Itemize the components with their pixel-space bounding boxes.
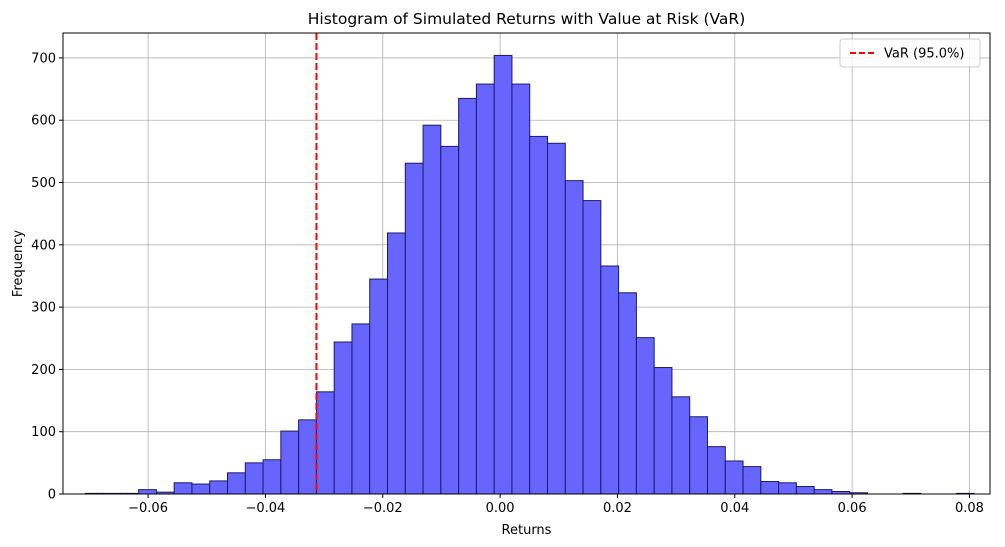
- x-tick-label: 0.00: [486, 501, 515, 516]
- x-axis-title: Returns: [502, 523, 552, 538]
- histogram-bar: [387, 232, 406, 495]
- y-tick-label: 200: [31, 363, 56, 378]
- x-tick-label: 0.04: [720, 501, 749, 516]
- histogram-bar: [511, 83, 531, 495]
- histogram-bar: [706, 446, 726, 495]
- histogram-bar: [422, 124, 442, 495]
- histogram-bar: [653, 367, 673, 495]
- histogram-bar: [600, 265, 620, 495]
- x-tick-label: 0.06: [838, 501, 867, 516]
- histogram-bar: [671, 396, 691, 495]
- histogram-bar: [458, 97, 477, 495]
- histogram-bar: [689, 416, 708, 495]
- histogram-bar: [298, 419, 317, 495]
- legend: VaR (95.0%): [839, 38, 981, 68]
- histogram-bar: [618, 292, 637, 495]
- histogram-bar: [280, 430, 300, 495]
- y-tick-label: 400: [31, 238, 56, 253]
- y-tick-label: 600: [31, 114, 56, 129]
- histogram-bar: [191, 483, 211, 495]
- legend-box: [839, 38, 981, 68]
- histogram-bar: [778, 482, 797, 495]
- y-tick-label: 700: [31, 51, 56, 66]
- histogram-bar: [760, 481, 780, 495]
- y-tick-label: 100: [31, 425, 56, 440]
- histogram-bar: [209, 480, 229, 495]
- x-tick-label: −0.02: [363, 501, 403, 516]
- x-tick-label: −0.04: [245, 501, 285, 516]
- histogram-bar: [138, 489, 157, 495]
- y-tick-label: 500: [31, 176, 56, 191]
- histogram-bar: [262, 459, 282, 495]
- histogram-bars: [84, 54, 975, 495]
- histogram-bar: [173, 482, 193, 495]
- histogram-bar: [333, 341, 353, 495]
- histogram-bar: [724, 460, 744, 495]
- histogram-bar: [369, 278, 389, 495]
- histogram-bar: [404, 162, 424, 495]
- histogram-bar: [315, 391, 335, 495]
- y-axis-ticks: 0 100 200 300 400 500 600 700: [31, 51, 63, 503]
- histogram-bar: [582, 200, 602, 495]
- x-tick-label: 0.08: [955, 501, 984, 516]
- histogram-bar: [475, 83, 495, 495]
- y-axis-title: Frequency: [11, 230, 26, 297]
- histogram-bar: [440, 145, 460, 495]
- histogram-bar: [244, 462, 264, 495]
- histogram-bar: [351, 323, 371, 495]
- histogram-bar: [795, 486, 815, 495]
- x-tick-label: −0.06: [128, 501, 168, 516]
- histogram-bar: [529, 135, 549, 495]
- histogram-bar: [547, 142, 566, 495]
- x-axis-ticks: −0.06 −0.04 −0.02 0.00 0.02 0.04 0.06 0.08: [128, 494, 984, 516]
- legend-var-label: VaR (95.0%): [884, 47, 964, 62]
- histogram-bar: [227, 472, 246, 495]
- y-tick-label: 300: [31, 301, 56, 316]
- y-tick-label: 0: [48, 488, 56, 503]
- histogram-bar: [564, 180, 584, 495]
- histogram-bar: [493, 54, 513, 495]
- histogram-bar: [742, 466, 762, 495]
- x-tick-label: 0.02: [603, 501, 632, 516]
- plot-frame: [62, 32, 991, 495]
- histogram-bar: [635, 337, 655, 495]
- histogram-bar: [813, 489, 833, 495]
- chart-title: Histogram of Simulated Returns with Valu…: [308, 10, 746, 28]
